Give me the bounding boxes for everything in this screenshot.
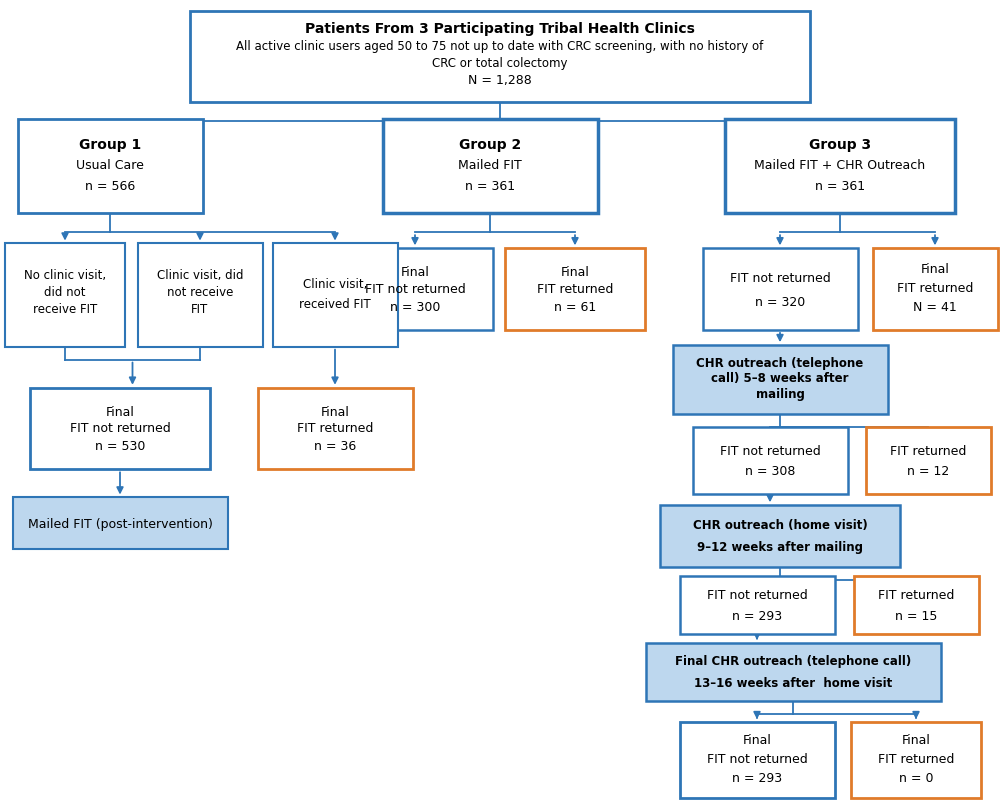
- Text: n = 293: n = 293: [732, 771, 782, 784]
- FancyBboxPatch shape: [854, 576, 978, 634]
- Text: 13–16 weeks after  home visit: 13–16 weeks after home visit: [694, 676, 892, 689]
- Text: Group 2: Group 2: [459, 138, 521, 153]
- Text: CRC or total colectomy: CRC or total colectomy: [432, 57, 568, 70]
- Text: FIT not returned: FIT not returned: [70, 422, 170, 434]
- Text: CHR outreach (telephone: CHR outreach (telephone: [696, 357, 864, 369]
- Text: FIT not returned: FIT not returned: [707, 589, 807, 601]
- FancyBboxPatch shape: [272, 244, 398, 348]
- Text: Final: Final: [921, 263, 949, 275]
- Text: Mailed FIT: Mailed FIT: [458, 158, 522, 172]
- Text: Clinic visit, did: Clinic visit, did: [157, 269, 243, 282]
- Text: Group 3: Group 3: [809, 138, 871, 153]
- Text: Final: Final: [902, 733, 930, 746]
- Text: FIT returned: FIT returned: [890, 444, 966, 457]
- FancyBboxPatch shape: [680, 722, 834, 798]
- FancyBboxPatch shape: [646, 643, 940, 702]
- FancyBboxPatch shape: [190, 13, 810, 103]
- Text: n = 361: n = 361: [815, 180, 865, 193]
- Text: not receive: not receive: [167, 286, 233, 299]
- FancyBboxPatch shape: [5, 244, 125, 348]
- FancyBboxPatch shape: [338, 249, 492, 331]
- Text: Usual Care: Usual Care: [76, 158, 144, 172]
- Text: n = 61: n = 61: [554, 300, 596, 313]
- FancyBboxPatch shape: [725, 120, 955, 214]
- Text: Mailed FIT (post-intervention): Mailed FIT (post-intervention): [28, 517, 212, 530]
- FancyBboxPatch shape: [680, 576, 834, 634]
- Text: All active clinic users aged 50 to 75 not up to date with CRC screening, with no: All active clinic users aged 50 to 75 no…: [236, 40, 764, 53]
- FancyBboxPatch shape: [30, 388, 210, 470]
- FancyBboxPatch shape: [138, 244, 262, 348]
- Text: Final: Final: [321, 406, 349, 418]
- Text: n = 293: n = 293: [732, 609, 782, 622]
- FancyBboxPatch shape: [258, 388, 413, 470]
- FancyBboxPatch shape: [12, 498, 228, 549]
- Text: FIT not returned: FIT not returned: [707, 752, 807, 764]
- Text: n = 530: n = 530: [95, 440, 145, 453]
- Text: Final: Final: [401, 266, 429, 279]
- Text: n = 12: n = 12: [907, 465, 949, 478]
- Text: n = 15: n = 15: [895, 609, 937, 622]
- Text: Mailed FIT + CHR Outreach: Mailed FIT + CHR Outreach: [754, 158, 926, 172]
- FancyBboxPatch shape: [672, 345, 888, 414]
- Text: Group 1: Group 1: [79, 138, 141, 153]
- Text: FIT not returned: FIT not returned: [720, 444, 820, 457]
- FancyBboxPatch shape: [872, 249, 998, 331]
- Text: FIT not returned: FIT not returned: [730, 271, 830, 284]
- FancyBboxPatch shape: [660, 506, 900, 568]
- Text: n = 36: n = 36: [314, 440, 356, 453]
- FancyBboxPatch shape: [702, 249, 858, 331]
- Text: Final CHR outreach (telephone call): Final CHR outreach (telephone call): [675, 654, 911, 666]
- FancyBboxPatch shape: [866, 427, 990, 495]
- Text: n = 361: n = 361: [465, 180, 515, 193]
- Text: FIT returned: FIT returned: [537, 283, 613, 296]
- Text: n = 566: n = 566: [85, 180, 135, 193]
- Text: receive FIT: receive FIT: [33, 303, 97, 316]
- Text: FIT: FIT: [191, 303, 209, 316]
- Text: FIT returned: FIT returned: [878, 752, 954, 764]
- Text: Final: Final: [561, 266, 589, 279]
- Text: FIT not returned: FIT not returned: [365, 283, 465, 296]
- Text: n = 308: n = 308: [745, 465, 795, 478]
- Text: 9–12 weeks after mailing: 9–12 weeks after mailing: [697, 540, 863, 553]
- Text: FIT returned: FIT returned: [878, 589, 954, 601]
- Text: FIT returned: FIT returned: [897, 282, 973, 295]
- Text: call) 5–8 weeks after: call) 5–8 weeks after: [711, 372, 849, 385]
- Text: n = 300: n = 300: [390, 300, 440, 313]
- Text: Clinic visit,: Clinic visit,: [303, 277, 367, 290]
- Text: received FIT: received FIT: [299, 298, 371, 311]
- Text: N = 41: N = 41: [913, 300, 957, 313]
- Text: Final: Final: [743, 733, 771, 746]
- Text: did not: did not: [44, 286, 86, 299]
- FancyBboxPatch shape: [692, 427, 848, 495]
- Text: No clinic visit,: No clinic visit,: [24, 269, 106, 282]
- Text: Patients From 3 Participating Tribal Health Clinics: Patients From 3 Participating Tribal Hea…: [305, 22, 695, 36]
- Text: N = 1,288: N = 1,288: [468, 75, 532, 88]
- Text: CHR outreach (home visit): CHR outreach (home visit): [693, 518, 867, 531]
- Text: n = 0: n = 0: [899, 771, 933, 784]
- FancyBboxPatch shape: [382, 120, 598, 214]
- Text: n = 320: n = 320: [755, 296, 805, 308]
- Text: FIT returned: FIT returned: [297, 422, 373, 434]
- FancyBboxPatch shape: [505, 249, 645, 331]
- FancyBboxPatch shape: [851, 722, 981, 798]
- Text: Final: Final: [106, 406, 134, 418]
- FancyBboxPatch shape: [18, 120, 202, 214]
- Text: mailing: mailing: [756, 387, 804, 400]
